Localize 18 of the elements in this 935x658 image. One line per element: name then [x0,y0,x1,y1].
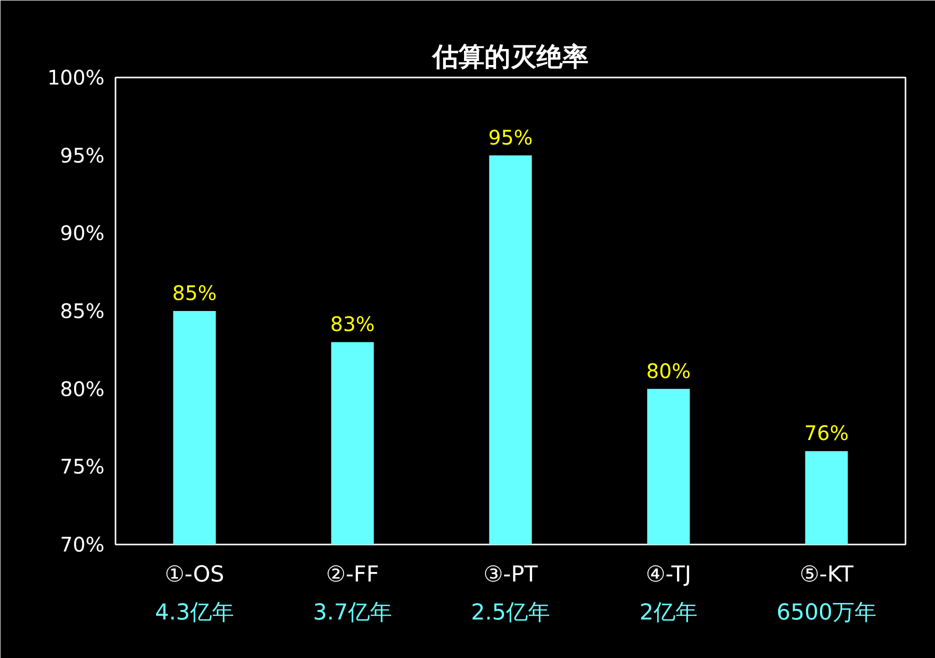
chart-title: 估算的灭绝率 [432,42,588,72]
y-tick-label: 95% [60,143,104,168]
category-label: ②-FF 3.7亿年 [313,562,392,626]
y-tick-label: 90% [60,221,104,246]
category-label: ⑤-KT 6500万年 [776,562,877,626]
y-tick-label: 85% [60,299,104,323]
data-label: 85% [172,281,217,305]
category-label: ④-TJ 2亿年 [640,562,698,626]
data-label: 80% [646,358,691,383]
y-tick-label: 70% [60,532,104,556]
data-label: 83% [330,312,375,336]
y-tick-label: 75% [60,454,104,479]
data-label: 95% [488,125,533,150]
data-label: 76% [804,421,849,446]
category-label: ①-OS 4.3亿年 [155,562,234,626]
y-tick-label: 80% [60,376,104,401]
y-tick-label: 100% [47,66,105,90]
category-label: ③-PT 2.5亿年 [471,562,550,626]
